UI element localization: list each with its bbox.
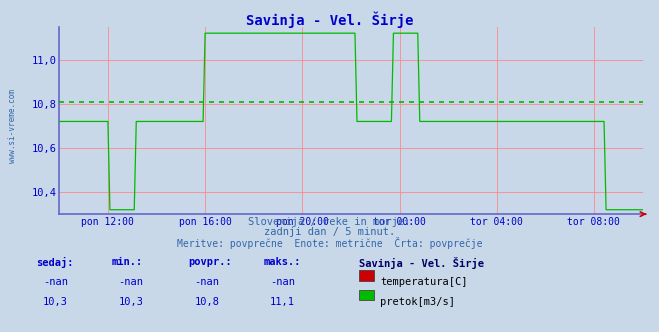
Text: 11,1: 11,1 — [270, 297, 295, 307]
Text: Slovenija / reke in morje.: Slovenija / reke in morje. — [248, 217, 411, 227]
Text: temperatura[C]: temperatura[C] — [380, 277, 468, 287]
Text: www.si-vreme.com: www.si-vreme.com — [8, 89, 17, 163]
Text: -nan: -nan — [43, 277, 68, 287]
Text: maks.:: maks.: — [264, 257, 301, 267]
Text: povpr.:: povpr.: — [188, 257, 231, 267]
Text: Meritve: povprečne  Enote: metrične  Črta: povprečje: Meritve: povprečne Enote: metrične Črta:… — [177, 237, 482, 249]
Text: Savinja - Vel. Širje: Savinja - Vel. Širje — [246, 12, 413, 28]
Text: pretok[m3/s]: pretok[m3/s] — [380, 297, 455, 307]
Text: 10,8: 10,8 — [194, 297, 219, 307]
Text: -nan: -nan — [119, 277, 144, 287]
Text: min.:: min.: — [112, 257, 143, 267]
Text: Savinja - Vel. Širje: Savinja - Vel. Širje — [359, 257, 484, 269]
Text: -nan: -nan — [194, 277, 219, 287]
Text: zadnji dan / 5 minut.: zadnji dan / 5 minut. — [264, 227, 395, 237]
Text: sedaj:: sedaj: — [36, 257, 74, 268]
Text: -nan: -nan — [270, 277, 295, 287]
Text: 10,3: 10,3 — [119, 297, 144, 307]
Text: 10,3: 10,3 — [43, 297, 68, 307]
